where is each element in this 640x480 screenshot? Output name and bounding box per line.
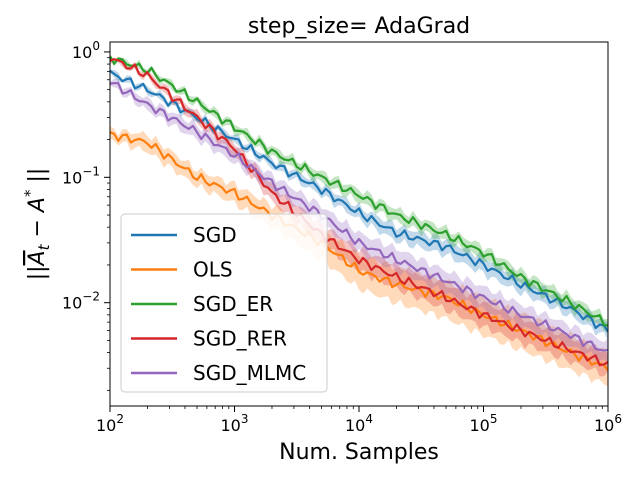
x-axis-label: Num. Samples <box>279 440 439 465</box>
line-ols <box>110 131 608 372</box>
x-tick-label: 105 <box>470 412 498 435</box>
line-sgd-rer <box>110 58 608 367</box>
x-tick-label: 103 <box>221 412 249 435</box>
y-label-a: A <box>25 250 50 267</box>
x-tick-label: 102 <box>96 412 124 435</box>
x-axis-ticks: 102 103 104 105 106 <box>96 406 622 435</box>
legend-label-ols: OLS <box>193 258 233 282</box>
y-label-sup: * <box>21 189 39 197</box>
x-tick-label: 106 <box>594 412 622 435</box>
y-label-close: || <box>25 168 50 190</box>
y-axis-ticks: 100 10−1 10−2 <box>62 39 110 391</box>
band-sgd-mlmc <box>110 78 608 363</box>
y-label-minus: − A <box>25 197 50 244</box>
y-tick-label: 10−2 <box>62 290 100 313</box>
legend-label-sgd: SGD <box>193 223 237 247</box>
line-sgd-er <box>110 55 608 327</box>
x-tick-label: 104 <box>345 412 373 435</box>
legend-label-sgd-er: SGD_ER <box>193 292 273 316</box>
series-lines <box>110 55 608 372</box>
y-tick-label: 100 <box>72 39 100 62</box>
legend-label-sgd-mlmc: SGD_MLMC <box>193 361 306 385</box>
y-label-open: || <box>25 265 50 280</box>
legend: SGD OLS SGD_ER SGD_RER SGD_MLMC <box>120 213 328 393</box>
legend-box <box>120 213 328 393</box>
legend-label-sgd-rer: SGD_RER <box>193 327 287 351</box>
line-sgd-mlmc <box>110 82 608 352</box>
chart-title: step_size= AdaGrad <box>248 14 470 39</box>
y-label-sub: t <box>35 243 53 250</box>
band-sgd-er <box>110 54 608 333</box>
svg-text:||At − A* ||: ||At − A* || <box>21 168 53 281</box>
y-tick-label: 10−1 <box>62 164 100 187</box>
line-sgd <box>110 69 608 333</box>
y-axis-label: ||At − A* || <box>21 168 53 281</box>
